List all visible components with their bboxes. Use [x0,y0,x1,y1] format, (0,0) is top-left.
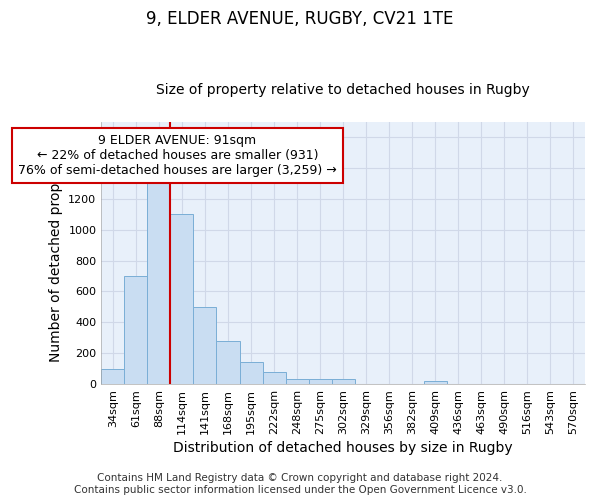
Text: Contains HM Land Registry data © Crown copyright and database right 2024.
Contai: Contains HM Land Registry data © Crown c… [74,474,526,495]
Bar [124,276,148,384]
Bar [193,307,217,384]
Y-axis label: Number of detached properties: Number of detached properties [49,144,63,362]
Text: 9 ELDER AVENUE: 91sqm
← 22% of detached houses are smaller (931)
76% of semi-det: 9 ELDER AVENUE: 91sqm ← 22% of detached … [18,134,337,177]
Bar [263,372,286,384]
Bar [217,341,239,384]
Bar [332,378,355,384]
Title: Size of property relative to detached houses in Rugby: Size of property relative to detached ho… [156,83,530,97]
Bar [424,381,447,384]
Bar [170,214,193,384]
Text: 9, ELDER AVENUE, RUGBY, CV21 1TE: 9, ELDER AVENUE, RUGBY, CV21 1TE [146,10,454,28]
Bar [286,378,308,384]
Bar [308,378,332,384]
Bar [239,362,263,384]
Bar [101,368,124,384]
X-axis label: Distribution of detached houses by size in Rugby: Distribution of detached houses by size … [173,441,513,455]
Bar [148,179,170,384]
